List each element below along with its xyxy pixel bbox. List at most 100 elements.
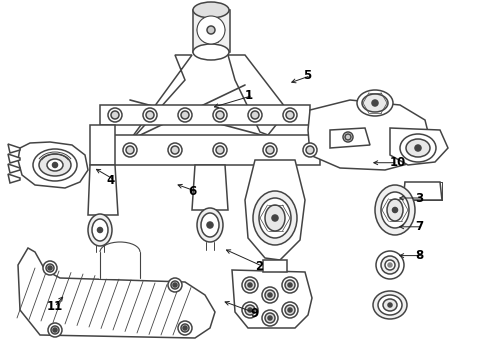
Ellipse shape bbox=[88, 214, 112, 246]
Ellipse shape bbox=[39, 154, 71, 176]
Circle shape bbox=[285, 280, 295, 290]
Circle shape bbox=[282, 302, 298, 318]
Circle shape bbox=[48, 266, 52, 270]
Text: 10: 10 bbox=[390, 156, 406, 169]
Circle shape bbox=[343, 132, 353, 142]
Circle shape bbox=[272, 215, 278, 221]
Circle shape bbox=[183, 326, 187, 330]
Ellipse shape bbox=[362, 94, 388, 112]
Circle shape bbox=[213, 143, 227, 157]
Ellipse shape bbox=[259, 198, 291, 238]
Text: 3: 3 bbox=[416, 192, 424, 204]
Polygon shape bbox=[390, 128, 448, 165]
Text: 11: 11 bbox=[47, 300, 63, 313]
Ellipse shape bbox=[357, 90, 393, 116]
Circle shape bbox=[146, 111, 154, 119]
Circle shape bbox=[268, 293, 272, 297]
Text: 8: 8 bbox=[416, 249, 424, 262]
Polygon shape bbox=[18, 248, 215, 338]
Text: 4: 4 bbox=[107, 174, 115, 186]
Circle shape bbox=[265, 313, 275, 323]
Ellipse shape bbox=[197, 16, 225, 44]
Circle shape bbox=[168, 143, 182, 157]
Ellipse shape bbox=[253, 191, 297, 245]
Polygon shape bbox=[8, 144, 20, 153]
Circle shape bbox=[266, 146, 274, 154]
Circle shape bbox=[262, 287, 278, 303]
Ellipse shape bbox=[383, 299, 397, 311]
Polygon shape bbox=[245, 160, 305, 260]
Polygon shape bbox=[18, 142, 88, 188]
Circle shape bbox=[268, 316, 272, 320]
Circle shape bbox=[178, 321, 192, 335]
Text: 2: 2 bbox=[255, 260, 263, 273]
Circle shape bbox=[248, 308, 252, 312]
Ellipse shape bbox=[400, 134, 436, 162]
Polygon shape bbox=[8, 154, 20, 163]
Circle shape bbox=[245, 305, 255, 315]
Circle shape bbox=[108, 108, 122, 122]
Text: 7: 7 bbox=[416, 220, 424, 233]
Circle shape bbox=[385, 260, 395, 270]
Polygon shape bbox=[232, 270, 312, 328]
Ellipse shape bbox=[387, 199, 403, 221]
Circle shape bbox=[392, 207, 397, 212]
Ellipse shape bbox=[92, 219, 108, 241]
Circle shape bbox=[285, 305, 295, 315]
Ellipse shape bbox=[265, 205, 285, 231]
Circle shape bbox=[388, 263, 392, 267]
Circle shape bbox=[242, 302, 258, 318]
Circle shape bbox=[143, 108, 157, 122]
Circle shape bbox=[306, 146, 314, 154]
Polygon shape bbox=[8, 164, 20, 173]
Circle shape bbox=[262, 310, 278, 326]
Polygon shape bbox=[92, 135, 320, 165]
Circle shape bbox=[53, 328, 57, 332]
Circle shape bbox=[207, 26, 215, 34]
Circle shape bbox=[98, 228, 102, 233]
Circle shape bbox=[48, 323, 62, 337]
Circle shape bbox=[126, 146, 134, 154]
Ellipse shape bbox=[197, 208, 223, 242]
Circle shape bbox=[213, 108, 227, 122]
Circle shape bbox=[52, 162, 57, 167]
Circle shape bbox=[303, 143, 317, 157]
Ellipse shape bbox=[201, 213, 219, 237]
Polygon shape bbox=[263, 260, 287, 272]
Circle shape bbox=[46, 264, 54, 272]
Circle shape bbox=[123, 143, 137, 157]
Circle shape bbox=[251, 111, 259, 119]
Ellipse shape bbox=[373, 291, 407, 319]
Circle shape bbox=[282, 277, 298, 293]
Circle shape bbox=[111, 111, 119, 119]
Circle shape bbox=[178, 108, 192, 122]
Circle shape bbox=[181, 111, 189, 119]
Polygon shape bbox=[403, 182, 442, 200]
Circle shape bbox=[288, 308, 292, 312]
Circle shape bbox=[242, 277, 258, 293]
Ellipse shape bbox=[33, 149, 77, 181]
Polygon shape bbox=[100, 242, 140, 278]
Circle shape bbox=[286, 111, 294, 119]
Ellipse shape bbox=[193, 44, 229, 60]
Ellipse shape bbox=[378, 295, 402, 315]
Circle shape bbox=[415, 145, 421, 151]
Text: 9: 9 bbox=[250, 307, 258, 320]
Polygon shape bbox=[330, 128, 370, 148]
Circle shape bbox=[51, 326, 59, 334]
Polygon shape bbox=[192, 165, 228, 210]
Polygon shape bbox=[228, 55, 295, 135]
Circle shape bbox=[173, 283, 177, 287]
Circle shape bbox=[248, 108, 262, 122]
Ellipse shape bbox=[406, 139, 430, 157]
Circle shape bbox=[265, 290, 275, 300]
Text: 5: 5 bbox=[303, 69, 311, 82]
Circle shape bbox=[345, 134, 351, 140]
Polygon shape bbox=[90, 125, 115, 165]
Ellipse shape bbox=[47, 159, 63, 171]
Text: 1: 1 bbox=[245, 89, 253, 102]
Text: 6: 6 bbox=[189, 185, 197, 198]
Ellipse shape bbox=[375, 185, 415, 235]
Polygon shape bbox=[88, 165, 118, 215]
Circle shape bbox=[388, 303, 392, 307]
